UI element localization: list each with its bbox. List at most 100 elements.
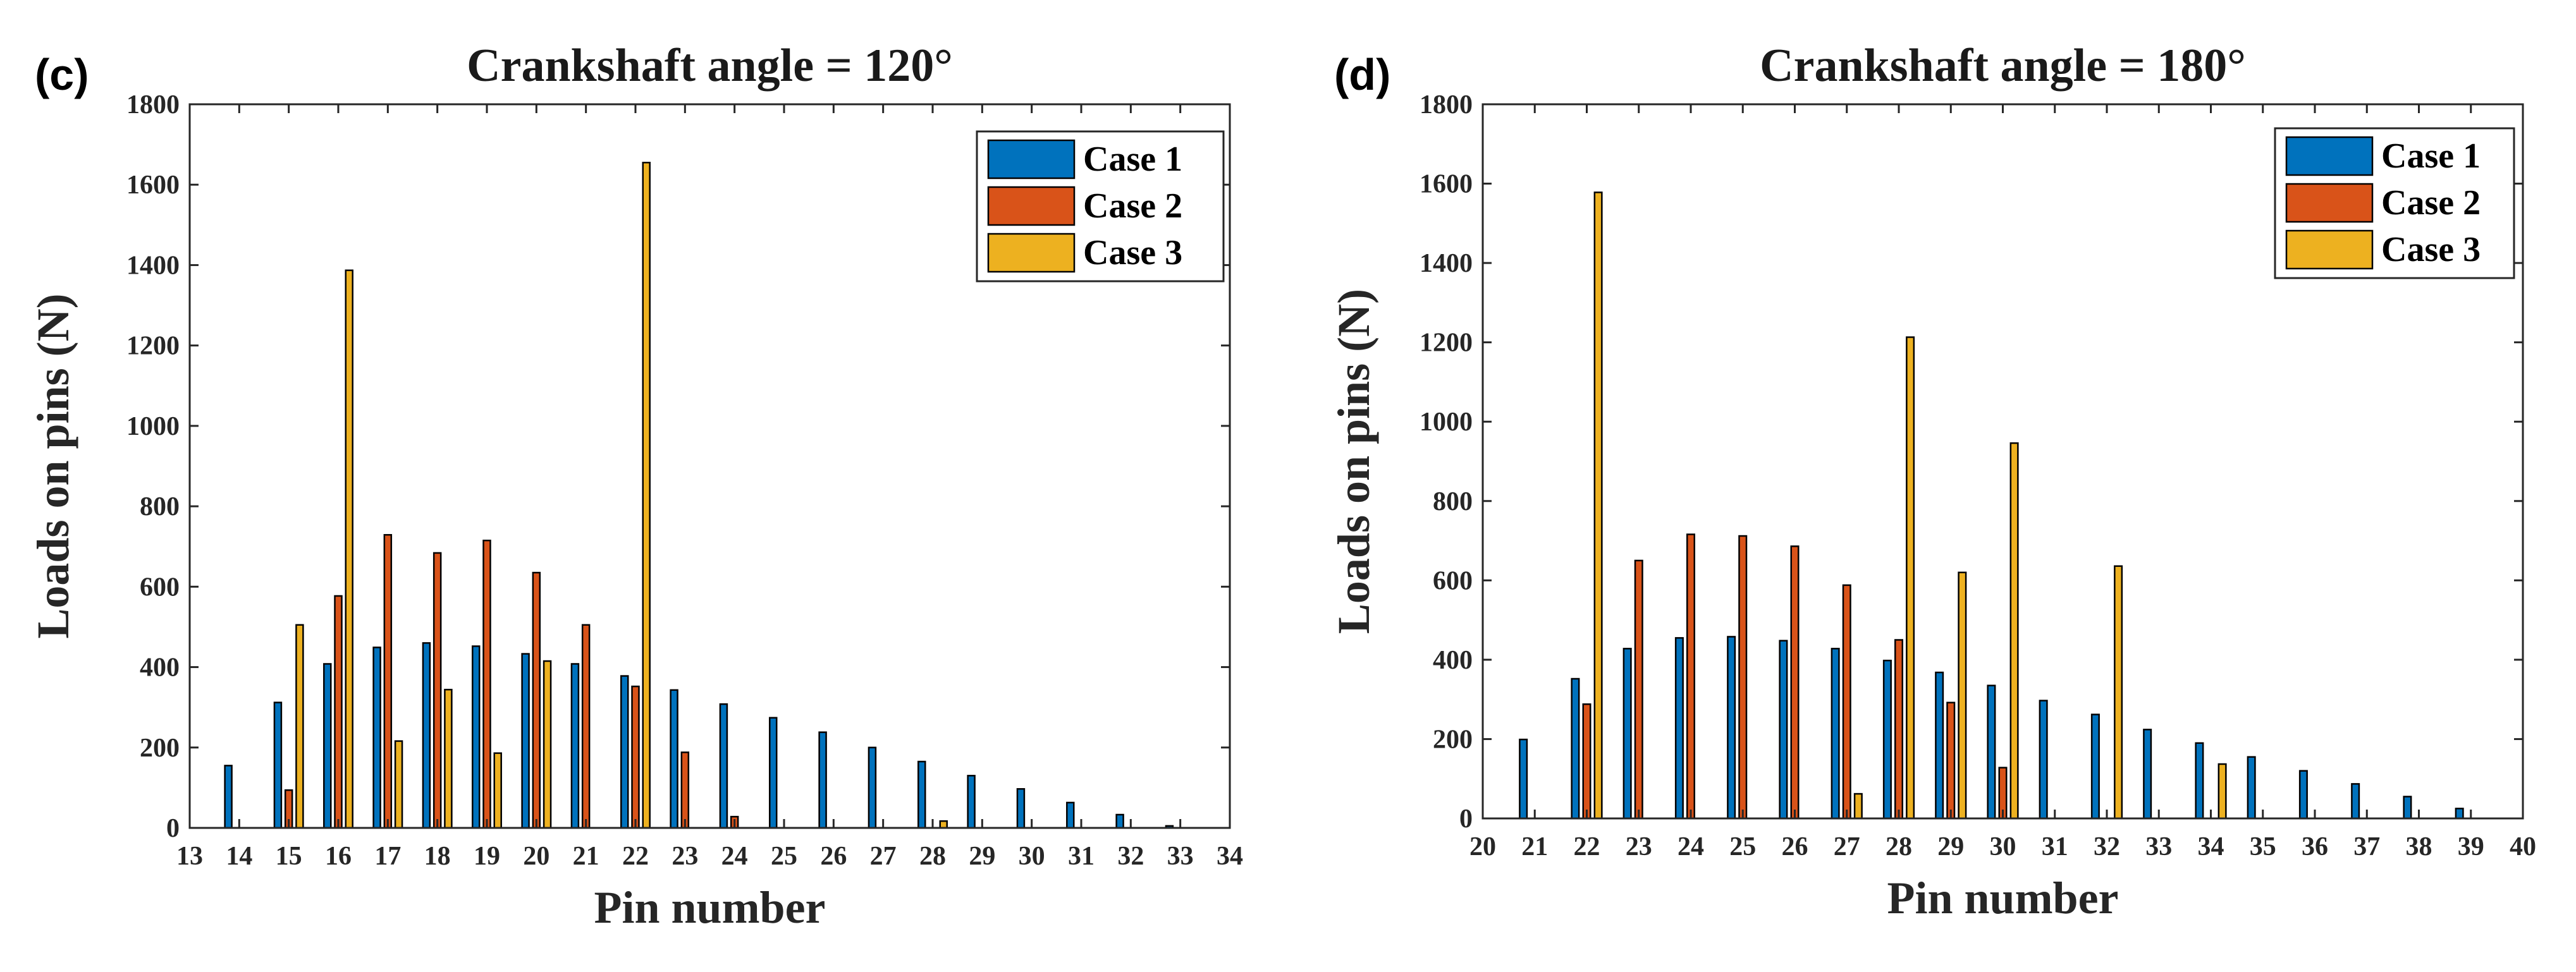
x-tick-label: 26 [1782, 832, 1808, 861]
bar-case-1-pin-25 [769, 717, 778, 829]
x-tick-label: 33 [2145, 832, 2172, 861]
chart-panel-2: (d) Crankshaft angle = 180° 20 21 22 23 24 25 26… [1328, 40, 2536, 923]
x-tick-label: 21 [1521, 832, 1548, 861]
legend: Case 1 Case 2 Case 3 [2274, 127, 2515, 279]
x-tick-label: 30 [1019, 842, 1045, 871]
bar-case-1-pin-39 [2455, 808, 2464, 820]
bar-case-1-pin-15 [273, 702, 283, 829]
legend-swatch-2 [987, 186, 1076, 226]
x-tick-label: 21 [573, 842, 599, 871]
y-tick-label: 1800 [1420, 90, 1473, 119]
bar-case-3-pin-18 [444, 688, 453, 829]
bar-case-1-pin-30 [1016, 788, 1026, 829]
bar-case-1-pin-28 [1882, 659, 1892, 820]
bar-case-2-pin-22 [631, 685, 640, 829]
bar-case-1-pin-35 [2247, 756, 2256, 820]
legend: Case 1 Case 2 Case 3 [976, 130, 1225, 282]
y-tick-label: 1200 [1420, 329, 1473, 358]
x-axis: 13 14 15 16 17 18 19 20 21 22 23 24 25 26 27 28 29 30 31 32… [176, 104, 1243, 871]
x-axis-label: Pin number [1887, 873, 2118, 923]
chart-title: Crankshaft angle = 180° [1760, 40, 2246, 92]
bar-case-1-pin-37 [2351, 783, 2360, 820]
bar-case-1-pin-36 [2298, 770, 2308, 820]
bar-case-3-pin-22 [642, 161, 651, 829]
bar-case-3-pin-20 [543, 660, 552, 829]
x-axis-label: Pin number [594, 882, 825, 933]
x-tick-label: 35 [2250, 832, 2276, 861]
y-tick-label: 400 [140, 653, 180, 683]
x-tick-label: 30 [1990, 832, 2016, 861]
bar-case-3-pin-32 [2114, 565, 2123, 820]
y-tick-label: 200 [140, 734, 180, 763]
bar-case-3-pin-28 [939, 820, 948, 829]
bar-case-3-pin-22 [1593, 191, 1603, 820]
y-tick-label: 0 [1459, 805, 1473, 834]
y-tick-label: 1800 [126, 90, 180, 119]
bar-case-2-pin-23 [680, 751, 690, 829]
bar-case-2-pin-23 [1634, 559, 1643, 820]
bar-case-1-pin-21 [1519, 738, 1528, 820]
x-tick-label: 34 [1217, 842, 1243, 871]
y-tick-label: 0 [166, 814, 180, 843]
x-tick-label: 22 [622, 842, 649, 871]
bar-case-3-pin-28 [1906, 336, 1915, 820]
bar-case-2-pin-22 [1582, 703, 1592, 820]
bar-case-1-pin-28 [917, 760, 926, 829]
axes-box [188, 103, 1231, 829]
bar-case-1-pin-14 [224, 765, 233, 829]
bar-case-1-pin-26 [1779, 640, 1788, 820]
bar-case-1-pin-22 [1571, 677, 1580, 820]
y-tick-label: 1400 [126, 251, 180, 280]
bar-case-1-pin-32 [1115, 813, 1124, 829]
x-tick-label: 22 [1574, 832, 1600, 861]
bar-case-1-pin-27 [868, 746, 877, 829]
legend-label-3: Case 3 [1083, 233, 1182, 272]
bar-case-1-pin-32 [2090, 714, 2100, 820]
bar-case-1-pin-26 [818, 731, 827, 829]
bar-case-1-pin-18 [422, 642, 431, 829]
x-tick-label: 28 [919, 842, 946, 871]
bar-case-2-pin-26 [1790, 545, 1800, 820]
bar-case-3-pin-19 [493, 752, 502, 829]
x-tick-label: 27 [870, 842, 897, 871]
legend-swatch-1 [987, 139, 1076, 179]
bar-case-3-pin-29 [1958, 571, 1967, 820]
bars [1519, 191, 2464, 820]
x-tick-label: 25 [771, 842, 797, 871]
legend-swatch-1 [2285, 136, 2374, 176]
y-tick-label: 600 [1433, 566, 1473, 595]
x-tick-label: 20 [1469, 832, 1496, 861]
bar-case-1-pin-30 [1987, 684, 1996, 820]
x-tick-label: 18 [424, 842, 451, 871]
bar-case-3-pin-17 [394, 740, 403, 829]
chart-title: Crankshaft angle = 120° [467, 40, 953, 92]
bar-case-2-pin-29 [1946, 702, 1956, 820]
y-tick-label: 600 [140, 573, 180, 602]
x-tick-label: 37 [2353, 832, 2380, 861]
legend-label-2: Case 2 [2381, 183, 2481, 222]
legend-swatch-3 [987, 233, 1076, 273]
x-tick-label: 26 [820, 842, 847, 871]
x-tick-label: 31 [1068, 842, 1095, 871]
bar-case-1-pin-27 [1831, 648, 1840, 820]
legend-label-3: Case 3 [2381, 230, 2481, 269]
bar-case-2-pin-25 [1738, 535, 1748, 820]
bar-case-1-pin-31 [2039, 700, 2048, 820]
y-axis: 0 200 400 600 800 1000 1200 1400 1600 1800 [1420, 90, 2523, 834]
y-tick-label: 1400 [1420, 249, 1473, 278]
y-tick-label: 1000 [126, 412, 180, 441]
bar-case-1-pin-34 [2195, 742, 2204, 820]
x-tick-label: 29 [969, 842, 995, 871]
x-tick-label: 36 [2302, 832, 2328, 861]
x-tick-label: 16 [325, 842, 352, 871]
x-tick-label: 39 [2458, 832, 2484, 861]
bar-case-3-pin-16 [345, 269, 353, 829]
bar-case-3-pin-15 [295, 624, 304, 829]
legend-label-2: Case 2 [1083, 186, 1182, 226]
x-tick-label: 29 [1937, 832, 1964, 861]
x-tick-label: 14 [226, 842, 252, 871]
bar-case-2-pin-19 [482, 539, 491, 829]
bar-case-1-pin-19 [472, 645, 481, 829]
x-tick-label: 33 [1167, 842, 1194, 871]
x-tick-label: 28 [1886, 832, 1912, 861]
